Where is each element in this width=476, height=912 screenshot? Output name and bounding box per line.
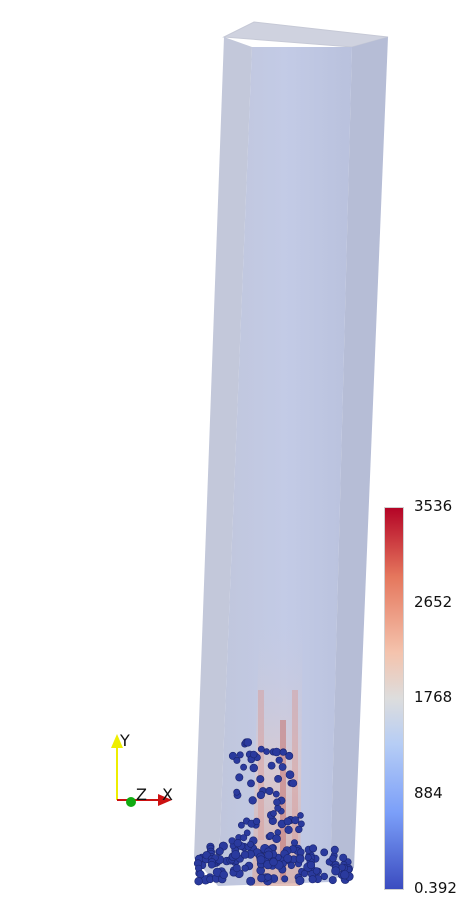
- particle: [329, 854, 337, 863]
- z-axis-glyph: [126, 797, 136, 807]
- particle: [265, 786, 274, 795]
- x-axis-label: X: [162, 785, 173, 804]
- plume-streak-right: [292, 690, 298, 840]
- legend-min-label: 0.392: [414, 879, 457, 897]
- particle: [274, 804, 282, 812]
- orientation-axes: [111, 734, 172, 807]
- particle: [291, 816, 300, 825]
- particle: [297, 812, 304, 819]
- x-axis-arrowhead: [158, 794, 172, 806]
- domain-right-face: [330, 37, 388, 882]
- particle: [272, 834, 281, 844]
- particle: [300, 869, 309, 878]
- particle: [273, 798, 281, 806]
- particle: [331, 866, 341, 876]
- particle: [253, 817, 261, 826]
- particle: [194, 876, 203, 886]
- domain-left-face: [194, 37, 252, 886]
- domain-top-face: [222, 21, 389, 48]
- particle: [278, 763, 287, 771]
- particle: [308, 875, 317, 884]
- particle: [304, 853, 312, 861]
- particle: [284, 825, 293, 835]
- legend-q3-label: 2652: [414, 593, 453, 611]
- particle: [290, 839, 298, 847]
- color-legend-bar: [384, 507, 404, 890]
- particle: [240, 834, 248, 842]
- plume-streak-left: [258, 690, 264, 840]
- particle: [339, 853, 348, 862]
- particle: [249, 763, 259, 773]
- particle: [279, 748, 287, 756]
- particle: [283, 854, 293, 863]
- particle: [275, 756, 283, 764]
- particle: [270, 810, 277, 817]
- particle: [215, 847, 224, 856]
- particle: [247, 840, 254, 848]
- particle: [256, 790, 266, 800]
- particle: [256, 775, 265, 784]
- particle: [285, 751, 294, 760]
- particle: [241, 864, 249, 872]
- particle: [236, 751, 244, 759]
- particle: [246, 876, 256, 886]
- particle: [281, 875, 289, 883]
- legend-q1-label: 884: [414, 784, 443, 802]
- particle: [295, 876, 305, 886]
- particle: [231, 850, 241, 860]
- particle: [312, 867, 321, 875]
- velocity-plume: [252, 300, 306, 886]
- legend-mid-label: 1768: [414, 688, 453, 706]
- legend-max-label: 3536: [414, 497, 453, 515]
- particle: [309, 844, 318, 853]
- particle: [240, 850, 250, 859]
- particle: [240, 763, 247, 771]
- particle: [289, 779, 298, 788]
- particle-bed: [193, 738, 354, 886]
- y-axis-label: Y: [120, 731, 130, 750]
- particle: [306, 860, 316, 870]
- particle: [233, 788, 241, 796]
- particle: [297, 848, 305, 856]
- particle: [328, 876, 337, 885]
- particle: [196, 870, 205, 879]
- particle: [247, 779, 255, 788]
- particle: [283, 817, 292, 826]
- particle: [243, 738, 253, 747]
- particle: [320, 848, 329, 857]
- particle: [237, 821, 245, 829]
- particle: [264, 873, 272, 881]
- particle: [330, 845, 339, 854]
- particle: [272, 790, 280, 798]
- particle: [295, 854, 305, 864]
- particle: [233, 838, 242, 848]
- particle: [340, 870, 350, 880]
- particle: [267, 761, 276, 770]
- particle: [338, 863, 346, 872]
- particle: [257, 873, 266, 883]
- y-axis-arrowhead: [111, 734, 123, 748]
- particle: [269, 857, 278, 867]
- particle: [235, 773, 244, 782]
- particle: [257, 745, 265, 753]
- particle: [233, 756, 241, 764]
- particle: [295, 825, 303, 834]
- particle: [243, 829, 251, 837]
- particle: [264, 850, 274, 860]
- particle: [232, 864, 241, 873]
- particle: [250, 750, 258, 759]
- particle: [256, 855, 266, 865]
- particle: [207, 860, 216, 869]
- particle: [248, 796, 257, 805]
- particle: [272, 747, 281, 757]
- z-axis-label: Z: [136, 785, 147, 804]
- particle: [219, 870, 229, 879]
- particle: [320, 872, 328, 881]
- particle: [285, 770, 295, 780]
- particle: [274, 775, 282, 783]
